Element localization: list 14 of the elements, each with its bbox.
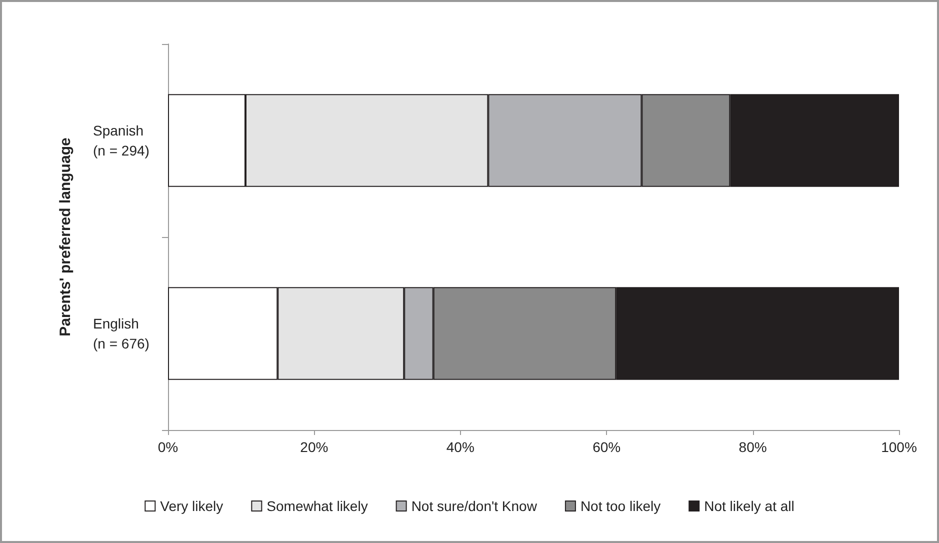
x-tick-label: 0% — [158, 439, 178, 455]
x-tick-label: 60% — [592, 439, 621, 455]
x-tick-label: 100% — [881, 439, 917, 455]
y-axis-title: Parents' preferred language — [57, 138, 74, 336]
x-tick-label: 40% — [446, 439, 474, 455]
x-tick-label: 80% — [738, 439, 767, 455]
legend-label: Somewhat likely — [266, 498, 368, 514]
legend-label: Not sure/don't Know — [411, 498, 538, 514]
y-tick-label: English (n = 676) — [93, 316, 150, 352]
x-tick-label: 20% — [300, 439, 328, 455]
legend-label: Not likely at all — [704, 498, 794, 514]
y-tick-label: Spanish (n = 294) — [93, 122, 150, 158]
legend-label: Not too likely — [580, 498, 661, 514]
legend-label: Very likely — [160, 498, 224, 514]
